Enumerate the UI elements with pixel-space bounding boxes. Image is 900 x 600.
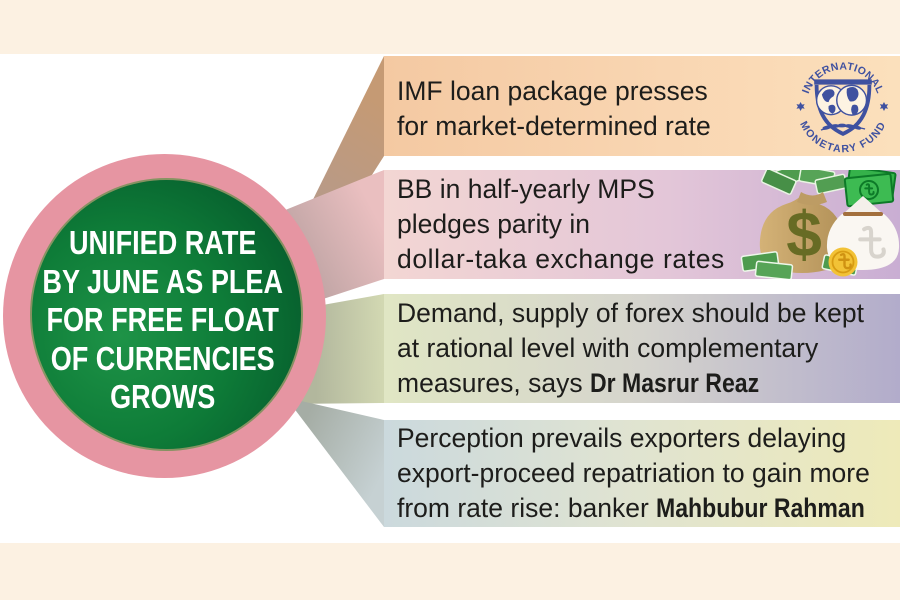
svg-text:$: $: [786, 198, 822, 270]
